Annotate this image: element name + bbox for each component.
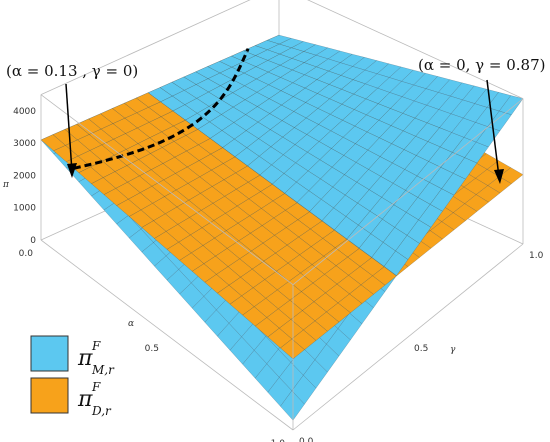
z-tick-label: 0 [30,236,36,246]
gamma-tick-label: 0.5 [414,344,428,354]
legend: π F M,r π F D,r [30,335,115,418]
legend-label-distributor: π [77,387,93,412]
box-edge [292,98,524,285]
annotation-left: (α = 0.13 , γ = 0) [6,62,138,80]
annotation-right-arrow [486,79,500,178]
z-tick-label: 1000 [13,204,36,214]
legend-sub-distributor: D,r [91,404,112,418]
z-axis-ticks: 0 1000 2000 3000 4000 [13,107,36,246]
box-edge [292,243,524,431]
intersection-curve [73,48,250,170]
gamma-tick-label: 0.0 [299,437,314,442]
annotation-left-arrowhead [67,163,77,178]
alpha-axis-ticks: 0.0 0.5 1.0 [19,249,286,442]
box-edge [40,239,294,431]
z-tick-label: 3000 [13,139,36,149]
box-edge [40,94,294,285]
annotation-right: (α = 0, γ = 0.87) [418,56,546,74]
gamma-tick-label: 1.0 [529,251,544,261]
gamma-axis-ticks: 0.0 0.5 1.0 [299,251,544,442]
z-tick-label: 2000 [13,171,36,181]
legend-label-manufacturer: π [77,346,93,371]
legend-sub-manufacturer: M,r [91,363,115,377]
alpha-axis-label: α [128,319,134,329]
bounding-box-front [40,0,524,431]
z-axis-label: π [2,180,10,190]
legend-swatch-manufacturer [30,335,69,372]
legend-swatch-distributor [30,377,69,414]
alpha-tick-label: 0.5 [145,344,159,354]
alpha-tick-label: 0.0 [19,249,34,259]
box-edge [307,0,524,100]
box-edge [40,0,251,96]
legend-sup-distributor: F [91,380,101,394]
annotation-left-arrow [65,83,73,173]
gamma-axis-label: γ [450,345,456,355]
z-tick-label: 4000 [13,107,36,117]
surface-facet-distributor [280,338,305,360]
legend-sup-manufacturer: F [91,339,101,353]
alpha-tick-label: 1.0 [271,439,286,442]
surfaces [40,34,524,421]
annotation-right-arrowhead [494,169,504,184]
